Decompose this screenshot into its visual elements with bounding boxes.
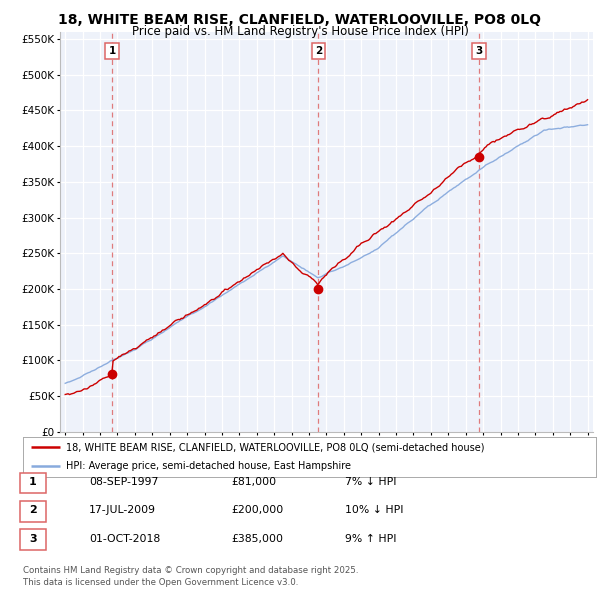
Text: 17-JUL-2009: 17-JUL-2009 [89, 506, 156, 515]
Text: 18, WHITE BEAM RISE, CLANFIELD, WATERLOOVILLE, PO8 0LQ: 18, WHITE BEAM RISE, CLANFIELD, WATERLOO… [59, 13, 542, 27]
Text: 10% ↓ HPI: 10% ↓ HPI [345, 506, 404, 515]
Text: 18, WHITE BEAM RISE, CLANFIELD, WATERLOOVILLE, PO8 0LQ (semi-detached house): 18, WHITE BEAM RISE, CLANFIELD, WATERLOO… [66, 442, 484, 453]
Text: Price paid vs. HM Land Registry's House Price Index (HPI): Price paid vs. HM Land Registry's House … [131, 25, 469, 38]
Text: 01-OCT-2018: 01-OCT-2018 [89, 534, 160, 543]
Text: £200,000: £200,000 [231, 506, 283, 515]
Text: 1: 1 [29, 477, 37, 487]
Text: £81,000: £81,000 [231, 477, 276, 487]
Text: 08-SEP-1997: 08-SEP-1997 [89, 477, 158, 487]
Text: 1: 1 [109, 46, 116, 56]
Text: 7% ↓ HPI: 7% ↓ HPI [345, 477, 397, 487]
Text: 2: 2 [315, 46, 322, 56]
Text: 3: 3 [29, 534, 37, 543]
Text: £385,000: £385,000 [231, 534, 283, 543]
Text: 9% ↑ HPI: 9% ↑ HPI [345, 534, 397, 543]
Text: 3: 3 [475, 46, 482, 56]
Text: 2: 2 [29, 506, 37, 515]
Text: HPI: Average price, semi-detached house, East Hampshire: HPI: Average price, semi-detached house,… [66, 461, 351, 471]
Text: Contains HM Land Registry data © Crown copyright and database right 2025.
This d: Contains HM Land Registry data © Crown c… [23, 566, 358, 587]
